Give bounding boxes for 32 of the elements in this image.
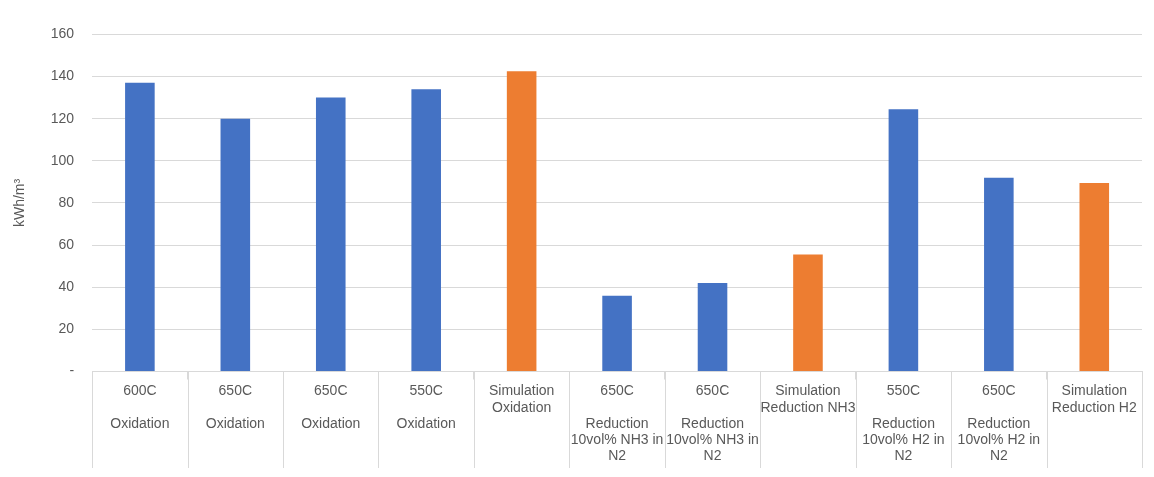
bar [125, 82, 155, 371]
bar [1079, 182, 1110, 371]
y-tick-label: - [69, 362, 75, 379]
x-tick-label: 650C Reduction 10vol% H2 in N2 [957, 382, 1041, 463]
x-tick-label: 550C Oxidation [396, 382, 456, 431]
bar [315, 97, 346, 371]
x-tick-label: 650C Oxidation [205, 382, 265, 431]
bar [888, 109, 919, 371]
y-tick-label: 20 [58, 320, 75, 337]
bar [411, 89, 441, 371]
bar [220, 118, 251, 371]
y-tick-label: 40 [58, 278, 75, 295]
x-tick-label: 550C Reduction 10vol% H2 in N2 [862, 382, 945, 463]
bar [602, 295, 632, 371]
bar [697, 283, 728, 371]
y-tick-label: 60 [58, 235, 75, 252]
x-tick-label: Simulation Reduction H2 [1051, 382, 1137, 415]
x-tick-label: 650C Reduction 10vol% NH3 in N2 [666, 382, 759, 463]
x-tick-label: 650C Oxidation [301, 382, 361, 431]
x-tick-label: Simulation Reduction NH3 [760, 382, 856, 415]
x-tick-label: 650C Reduction 10vol% NH3 in N2 [570, 382, 664, 463]
bar [506, 71, 537, 371]
y-tick-label: 80 [58, 193, 75, 210]
bar [984, 177, 1014, 371]
x-tick-label: Simulation Oxidation [488, 382, 555, 415]
y-tick-label: 120 [50, 109, 75, 126]
bar [793, 254, 823, 371]
y-tick-label: 100 [50, 151, 75, 168]
y-tick-label: 160 [50, 25, 75, 42]
y-tick-label: 140 [50, 67, 75, 84]
y-axis-title: kWh/m³ [11, 178, 28, 228]
x-tick-label: 600C Oxidation [110, 382, 170, 431]
